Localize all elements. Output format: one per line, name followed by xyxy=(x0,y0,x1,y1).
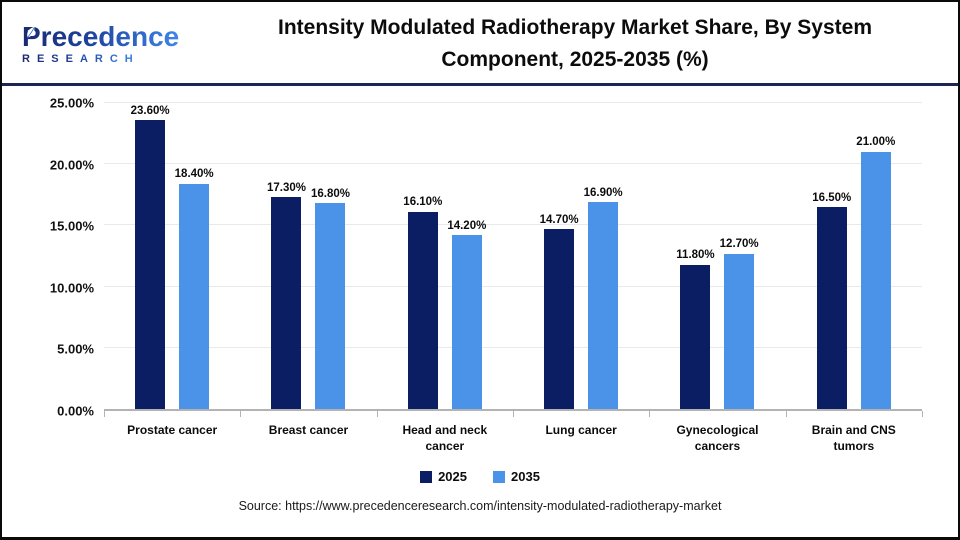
axis-tick xyxy=(785,411,787,417)
bar-2035 xyxy=(179,183,210,409)
y-axis: 0.00% 5.00% 10.00% 15.00% 20.00% 25.00% xyxy=(2,96,104,419)
y-axis-tick-label: 0.00% xyxy=(57,403,94,419)
plot-column: 23.60% 18.40% 17.30% 16.80% 16.10% 14.20% 14.7… xyxy=(104,102,923,454)
bar-group: 23.60% 18.40% xyxy=(104,103,240,409)
logo-brand-text: Precedence xyxy=(22,20,180,52)
bar-column: 12.70% xyxy=(720,103,759,409)
legend-item-2025: 2025 xyxy=(420,469,467,484)
category-label: Breast cancer xyxy=(268,423,349,437)
axis-tick xyxy=(922,411,923,417)
bar-column: 16.10% xyxy=(403,103,442,409)
bar-column: 21.00% xyxy=(856,103,895,409)
bar-2035 xyxy=(724,253,755,409)
bar-2035 xyxy=(860,151,891,409)
bar-value-label: 12.70% xyxy=(719,238,759,251)
axis-tick xyxy=(240,411,242,417)
bar-value-label: 16.10% xyxy=(403,196,443,209)
bar-group: 14.70% 16.90% xyxy=(513,103,649,409)
bar-value-label: 16.90% xyxy=(583,186,623,199)
bar-column: 16.80% xyxy=(311,103,350,409)
y-axis-tick-label: 5.00% xyxy=(57,341,94,357)
bar-column: 14.70% xyxy=(540,103,579,409)
bar-group: 11.80% 12.70% xyxy=(649,103,785,409)
logo-subbrand-text: RESEARCH xyxy=(22,52,140,65)
category-label: Head and neck cancer xyxy=(402,423,488,454)
legend-swatch xyxy=(493,470,505,483)
leaf-icon xyxy=(27,26,35,38)
legend: 2025 2035 xyxy=(2,469,958,484)
plot: 23.60% 18.40% 17.30% 16.80% 16.10% 14.20% 14.7… xyxy=(104,102,923,417)
gridline xyxy=(104,163,922,165)
bar-column: 18.40% xyxy=(175,103,214,409)
legend-swatch xyxy=(420,470,433,483)
bar-2025 xyxy=(271,197,302,409)
bar-value-label: 16.80% xyxy=(310,187,350,200)
bar-2035 xyxy=(451,235,482,409)
axis-tick xyxy=(104,411,105,417)
y-axis-tick-label: 10.00% xyxy=(49,280,94,296)
bar-value-label: 14.20% xyxy=(447,219,487,232)
legend-label: 2025 xyxy=(438,469,467,485)
bar-2025 xyxy=(544,229,575,409)
bar-value-label: 18.40% xyxy=(174,168,214,181)
x-axis-category-labels: Prostate cancer Breast cancer Head and nec… xyxy=(104,411,922,454)
bar-column: 16.50% xyxy=(812,103,851,409)
bar-column: 16.90% xyxy=(584,103,623,409)
y-axis-tick-label: 20.00% xyxy=(49,157,94,173)
bar-2025 xyxy=(680,264,711,409)
category-label: Lung cancer xyxy=(545,423,617,437)
bar-column: 14.20% xyxy=(447,103,486,409)
chart-title: Intensity Modulated Radiotherapy Market … xyxy=(206,12,944,75)
y-axis-tick-label: 15.00% xyxy=(49,218,94,234)
axis-tick xyxy=(376,411,378,417)
bar-group: 17.30% 16.80% xyxy=(240,103,376,409)
bar-group: 16.50% 21.00% xyxy=(786,103,922,409)
category-label: Gynecological cancers xyxy=(676,423,759,454)
axis-tick xyxy=(513,411,514,417)
bar-value-label: 16.50% xyxy=(812,191,852,204)
plot-area: 0.00% 5.00% 10.00% 15.00% 20.00% 25.00% 23.60… xyxy=(2,96,958,454)
chart-title-line1: Intensity Modulated Radiotherapy Market … xyxy=(278,16,872,39)
header: Precedence RESEARCH Intensity Modulated … xyxy=(2,2,958,86)
source-text: Source: https://www.precedenceresearch.c… xyxy=(238,499,722,514)
bar-value-label: 14.70% xyxy=(539,213,579,226)
legend-label: 2035 xyxy=(511,469,540,485)
bar-2025 xyxy=(135,120,166,409)
bar-2035 xyxy=(588,202,619,409)
chart-container: 0.00% 5.00% 10.00% 15.00% 20.00% 25.00% 23.60… xyxy=(2,86,958,537)
bar-groups: 23.60% 18.40% 17.30% 16.80% 16.10% 14.20% 14.7… xyxy=(104,103,922,409)
bar-group: 16.10% 14.20% xyxy=(377,103,513,409)
logo-wordmark: Precedence xyxy=(22,20,180,52)
gridline xyxy=(104,346,922,348)
bar-value-label: 17.30% xyxy=(266,181,306,194)
y-axis-tick-label: 25.00% xyxy=(49,95,94,111)
bar-value-label: 21.00% xyxy=(856,136,896,149)
bar-2025 xyxy=(816,207,847,409)
gridline xyxy=(104,285,922,287)
legend-item-2035: 2035 xyxy=(493,469,540,484)
chart-title-line2: Component, 2025-2035 (%) xyxy=(441,47,709,71)
bar-2025 xyxy=(407,211,438,409)
gridline xyxy=(104,224,922,226)
gridline xyxy=(104,102,922,103)
bar-2035 xyxy=(315,203,346,409)
bar-column: 11.80% xyxy=(676,103,715,409)
category-label: Prostate cancer xyxy=(127,423,218,437)
axis-tick xyxy=(649,411,651,417)
bar-column: 23.60% xyxy=(131,103,170,409)
bar-value-label: 23.60% xyxy=(130,104,170,117)
precedence-research-logo: Precedence RESEARCH xyxy=(16,20,206,65)
bar-value-label: 11.80% xyxy=(676,249,715,262)
bar-column: 17.30% xyxy=(267,103,306,409)
category-label: Brain and CNS tumors xyxy=(811,423,896,454)
